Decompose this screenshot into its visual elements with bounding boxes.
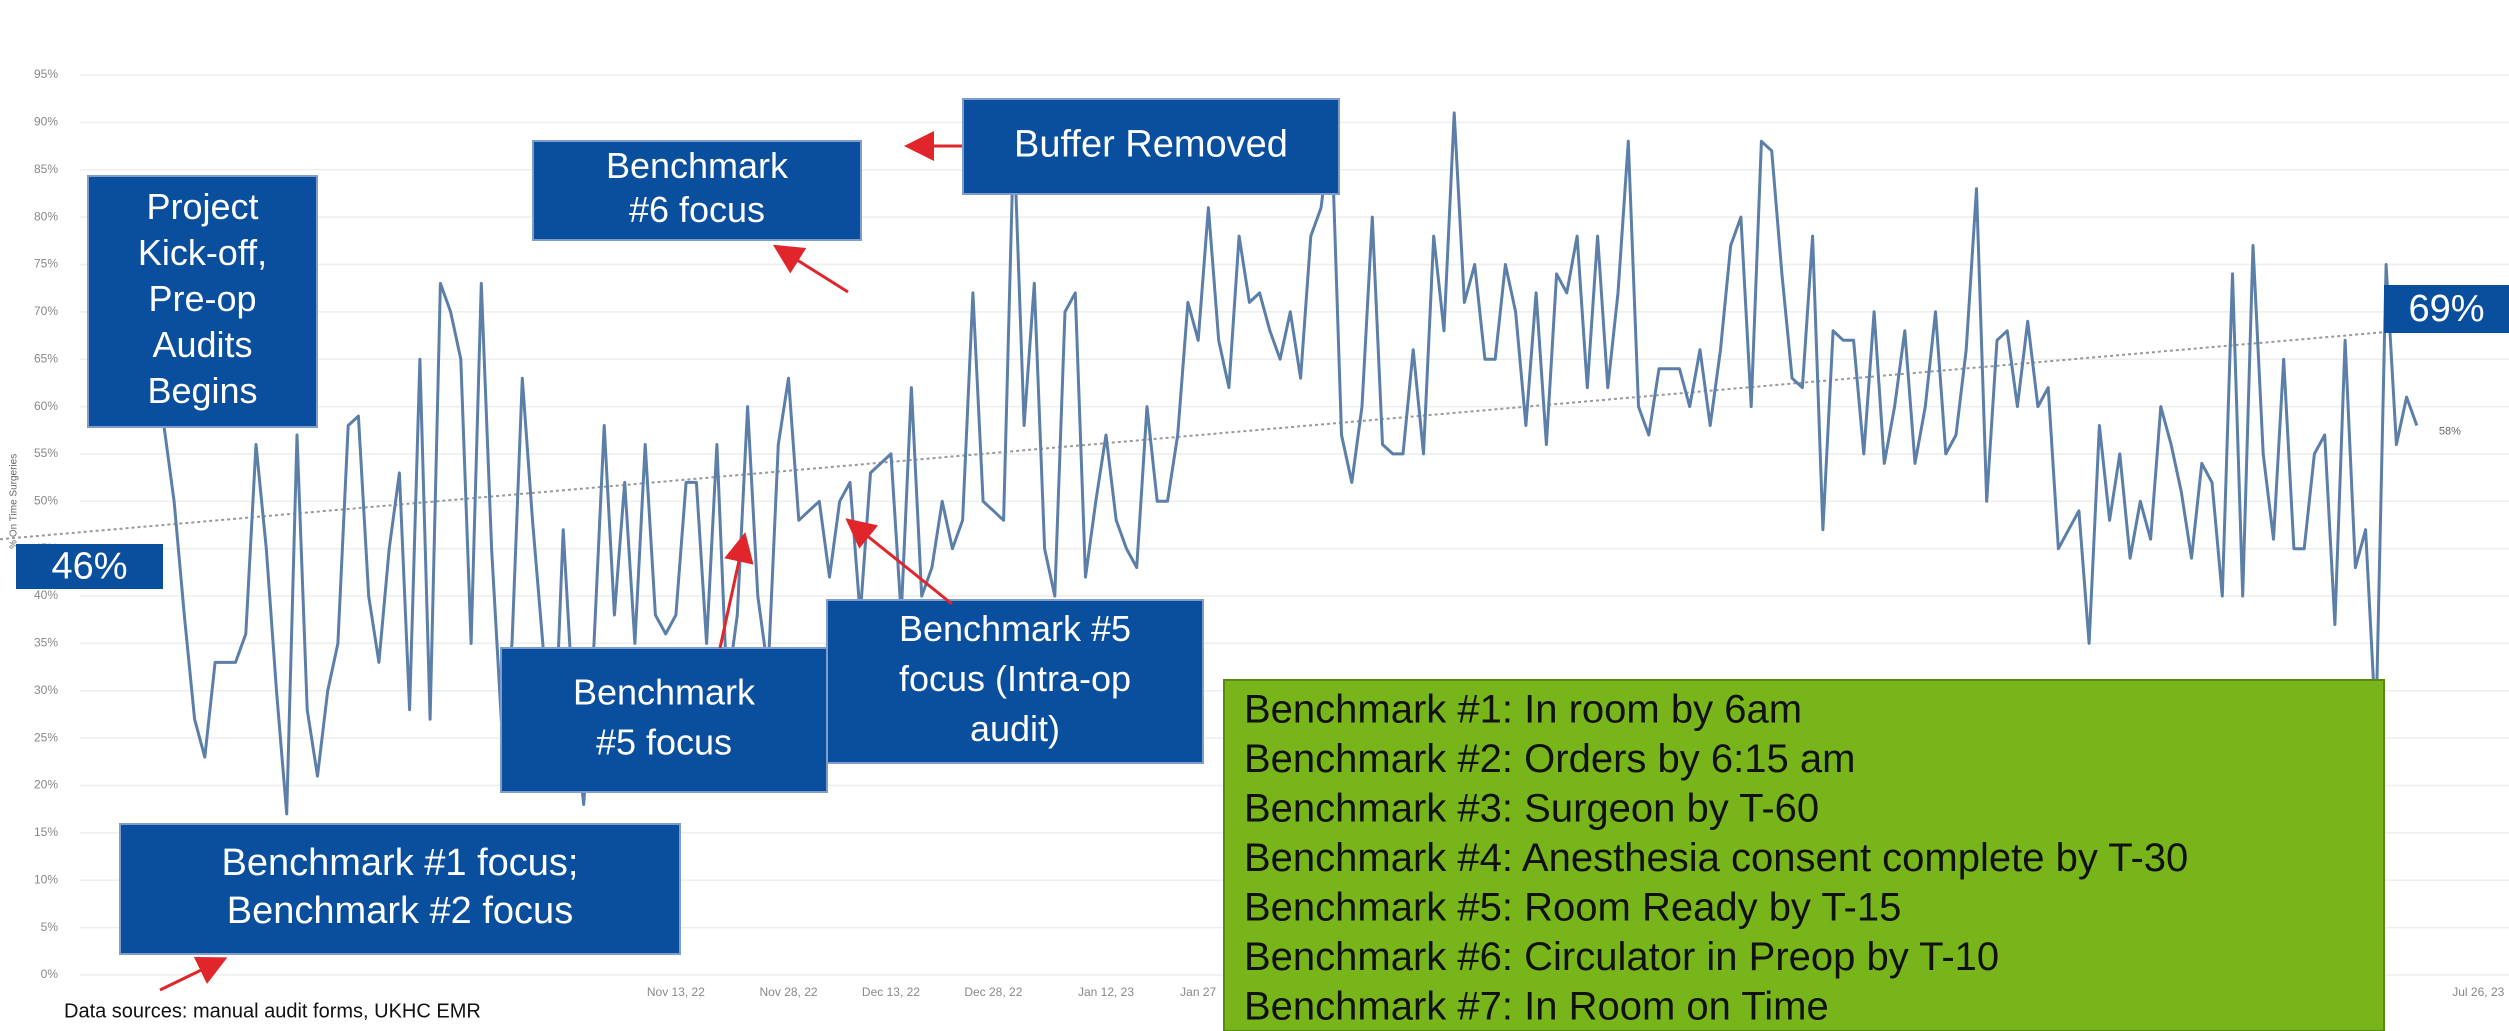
annotation-text: focus (Intra-op: [899, 658, 1131, 699]
annotation-text: Project: [146, 186, 258, 227]
y-tick-label: 55%: [34, 446, 58, 460]
x-tick-label: Dec 13, 22: [862, 985, 920, 999]
trendline: [0, 320, 2509, 541]
y-tick-label: 50%: [34, 493, 58, 507]
annotation-box: [87, 175, 318, 428]
x-tick-label: Jan 12, 23: [1078, 985, 1134, 999]
y-tick-label: 65%: [34, 351, 58, 365]
annotation-box: [962, 98, 1340, 195]
y-tick-label: 40%: [34, 588, 58, 602]
y-tick-label: 90%: [34, 115, 58, 129]
annotation-text: Audits: [152, 324, 252, 365]
x-tick-label: Jul 26, 23: [2452, 985, 2504, 999]
annotation-text: Benchmark: [606, 145, 789, 186]
y-tick-label: 95%: [34, 67, 58, 81]
end-label: 58%: [2439, 425, 2461, 437]
benchmark-text: Benchmark #6: Circulator in Preop by T-1…: [1244, 935, 1999, 979]
annotations: Project Kick-off, Pre-op Audits Begins Benchm…: [16, 98, 2509, 1031]
y-tick-label: 0%: [41, 967, 59, 981]
arrow: [772, 244, 849, 294]
x-tick-label: Dec 28, 22: [964, 985, 1022, 999]
benchmark-text: Benchmark #2: Orders by 6:15 am: [1244, 737, 1855, 781]
arrow: [718, 532, 754, 649]
benchmark-text: Benchmark #1: In room by 6am: [1244, 688, 1802, 732]
annotation-text: audit): [970, 708, 1060, 749]
y-tick-label: 60%: [34, 399, 58, 413]
annotation-text: Benchmark: [573, 672, 756, 713]
y-tick-label: 10%: [34, 872, 58, 886]
annotation-text: Buffer Removed: [1014, 124, 1288, 166]
trend-label: 69%: [2408, 288, 2484, 330]
trend-label-box: [16, 544, 163, 589]
annotation-text: Pre-op: [148, 278, 256, 319]
annotation-text: #6 focus: [629, 189, 765, 230]
x-tick-label: Nov 13, 22: [647, 985, 705, 999]
arrows: [159, 131, 962, 992]
benchmark-text: Benchmark #7: In Room on Time: [1244, 985, 1829, 1029]
x-tick-label: Nov 28, 22: [760, 985, 818, 999]
arrow: [845, 518, 953, 606]
y-tick-label: 35%: [34, 636, 58, 650]
benchmark-text: Benchmark #3: Surgeon by T-60: [1244, 787, 1819, 831]
annotation-text: Benchmark #2 focus: [227, 890, 573, 932]
plot: 58%: [0, 111, 2509, 816]
y-tick-label: 85%: [34, 162, 58, 176]
annotation-box: [826, 599, 1204, 764]
y-tick-label: 15%: [34, 825, 58, 839]
benchmark-text: Benchmark #4: Anesthesia consent complet…: [1244, 836, 2188, 880]
benchmark-text: Benchmark #5: Room Ready by T-15: [1244, 886, 1901, 930]
footer: Data sources: manual audit forms, UKHC E…: [64, 1000, 481, 1022]
arrow: [159, 956, 228, 992]
y-axis-label: % On Time Surgeries: [9, 454, 20, 549]
trend-label-box: [2384, 285, 2509, 333]
y-tick-label: 5%: [41, 920, 59, 934]
annotation-box: [532, 140, 862, 241]
benchmark-box: [1223, 679, 2385, 1031]
series-line: [162, 111, 2419, 816]
trend-label: 46%: [51, 546, 127, 588]
annotation-box: [119, 823, 681, 955]
y-tick-label: 75%: [34, 257, 58, 271]
y-tick-label: 20%: [34, 778, 58, 792]
y-tick-label: 80%: [34, 209, 58, 223]
annotation-text: Benchmark #5: [899, 608, 1131, 649]
annotation-text: Begins: [147, 370, 257, 411]
annotation-text: Benchmark #1 focus;: [222, 842, 579, 884]
y-tick-label: 30%: [34, 683, 58, 697]
y-tick-label: 70%: [34, 304, 58, 318]
y-tick-label: 25%: [34, 730, 58, 744]
annotation-text: Kick-off,: [138, 232, 267, 273]
annotation-box: [500, 647, 828, 793]
annotation-text: #5 focus: [596, 722, 732, 763]
x-tick-label: Jan 27: [1180, 985, 1216, 999]
